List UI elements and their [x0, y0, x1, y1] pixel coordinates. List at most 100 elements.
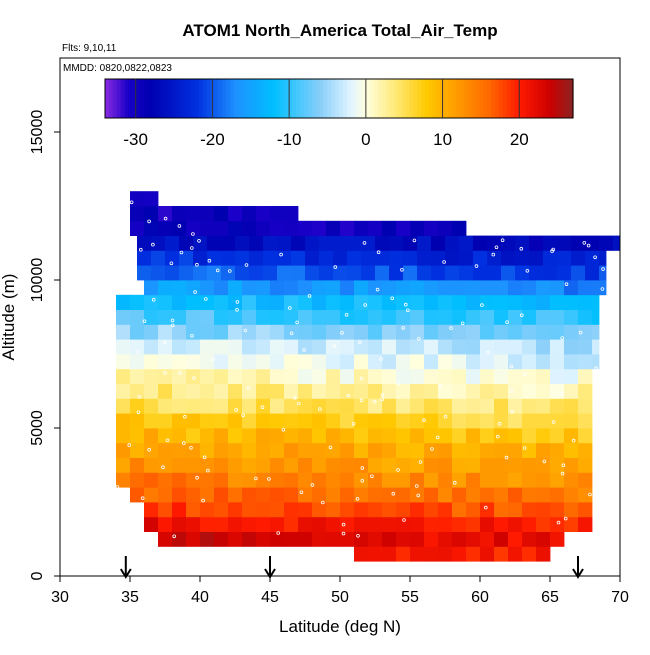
sample-point: [497, 421, 502, 426]
heatmap-cell: [270, 220, 285, 236]
heatmap-cell: [354, 398, 369, 414]
heatmap-cell: [480, 368, 495, 384]
heatmap-cell: [550, 368, 565, 384]
heatmap-cell: [515, 250, 530, 266]
colorbar-segment: [257, 79, 262, 118]
heatmap-cell: [256, 442, 271, 458]
heatmap-cell: [578, 294, 593, 310]
heatmap-cell: [270, 442, 285, 458]
colorbar-segment: [288, 79, 293, 118]
heatmap-cell: [270, 487, 285, 503]
heatmap-cell: [326, 324, 341, 340]
heatmap-cell: [228, 324, 243, 340]
heatmap-cell: [501, 235, 516, 251]
heatmap-cell: [452, 457, 467, 473]
colorbar-segment: [319, 79, 324, 118]
sample-point: [169, 261, 174, 266]
heatmap-cell: [438, 516, 453, 532]
heatmap-cell: [508, 324, 523, 340]
heatmap-cell: [116, 294, 131, 310]
colorbar-segment: [514, 79, 519, 118]
heatmap-cell: [228, 309, 243, 325]
heatmap-cell: [270, 324, 285, 340]
sample-point: [115, 485, 120, 489]
colorbar-segment: [381, 79, 387, 118]
heatmap-cell: [158, 280, 173, 296]
heatmap-cell: [578, 442, 593, 458]
heatmap-cell: [200, 428, 215, 444]
sample-point: [438, 384, 443, 389]
heatmap-cell: [116, 457, 131, 473]
heatmap-cell: [200, 280, 215, 296]
heatmap-cell: [438, 398, 453, 414]
heatmap-cell: [200, 516, 215, 532]
heatmap-cell: [466, 324, 481, 340]
heatmap-cell: [410, 309, 425, 325]
heatmap-cell: [480, 487, 495, 503]
heatmap-cell: [438, 309, 453, 325]
heatmap-cell: [326, 413, 341, 429]
heatmap-cell: [340, 280, 355, 296]
heatmap-cell: [389, 250, 404, 266]
heatmap-cell: [298, 354, 313, 370]
heatmap-cell: [473, 265, 488, 281]
heatmap-cell: [396, 339, 411, 355]
colorbar-segment: [249, 79, 254, 118]
heatmap-cell: [438, 487, 453, 503]
heatmap-cell: [340, 354, 355, 370]
heatmap-cell: [312, 502, 327, 518]
heatmap-cell: [480, 398, 495, 414]
heatmap-cell: [116, 339, 131, 355]
colorbar-segment: [327, 79, 332, 118]
heatmap-cell: [144, 324, 159, 340]
sample-point: [483, 505, 488, 510]
sample-point: [452, 480, 457, 485]
heatmap-cell: [571, 235, 586, 251]
heatmap-cell: [340, 339, 355, 355]
heatmap-cell: [214, 383, 229, 399]
heatmap-cell: [340, 413, 355, 429]
heatmap-cell: [508, 309, 523, 325]
heatmap-cell: [235, 250, 250, 266]
sample-point: [197, 239, 201, 243]
sample-point: [380, 393, 385, 397]
colorbar-segment: [105, 79, 110, 118]
heatmap-cell: [144, 428, 159, 444]
heatmap-cell: [424, 309, 439, 325]
colorbar-segment: [366, 79, 371, 118]
heatmap-cell: [284, 339, 299, 355]
heatmap-cell: [368, 309, 383, 325]
heatmap-cell: [186, 442, 201, 458]
heatmap-cell: [214, 339, 229, 355]
sample-point: [560, 471, 565, 476]
colorbar-segment: [241, 79, 246, 118]
heatmap-cell: [564, 368, 579, 384]
heatmap-cell: [172, 294, 187, 310]
heatmap-cell: [158, 531, 173, 547]
heatmap-cell: [466, 398, 481, 414]
heatmap-cell: [298, 472, 313, 488]
heatmap-cell: [480, 324, 495, 340]
heatmap-cell: [410, 502, 425, 518]
sample-point: [390, 296, 395, 301]
sample-point: [443, 414, 448, 419]
heatmap-cell: [480, 339, 495, 355]
colorbar-segment: [413, 79, 418, 118]
heatmap-cell: [466, 354, 481, 370]
sample-point: [551, 420, 556, 424]
heatmap-cell: [263, 250, 278, 266]
sample-point: [333, 265, 338, 269]
sample-point: [401, 326, 406, 330]
colorbar-segment: [409, 79, 414, 118]
heatmap-cell: [130, 457, 145, 473]
heatmap-cell: [312, 368, 327, 384]
heatmap-cell: [214, 398, 229, 414]
heatmap-cell: [424, 472, 439, 488]
heatmap-cell: [410, 280, 425, 296]
heatmap-cell: [130, 354, 145, 370]
heatmap-cell: [382, 220, 397, 236]
heatmap-cell: [536, 442, 551, 458]
heatmap-cell: [424, 502, 439, 518]
heatmap-cell: [550, 383, 565, 399]
heatmap-cell: [256, 339, 271, 355]
